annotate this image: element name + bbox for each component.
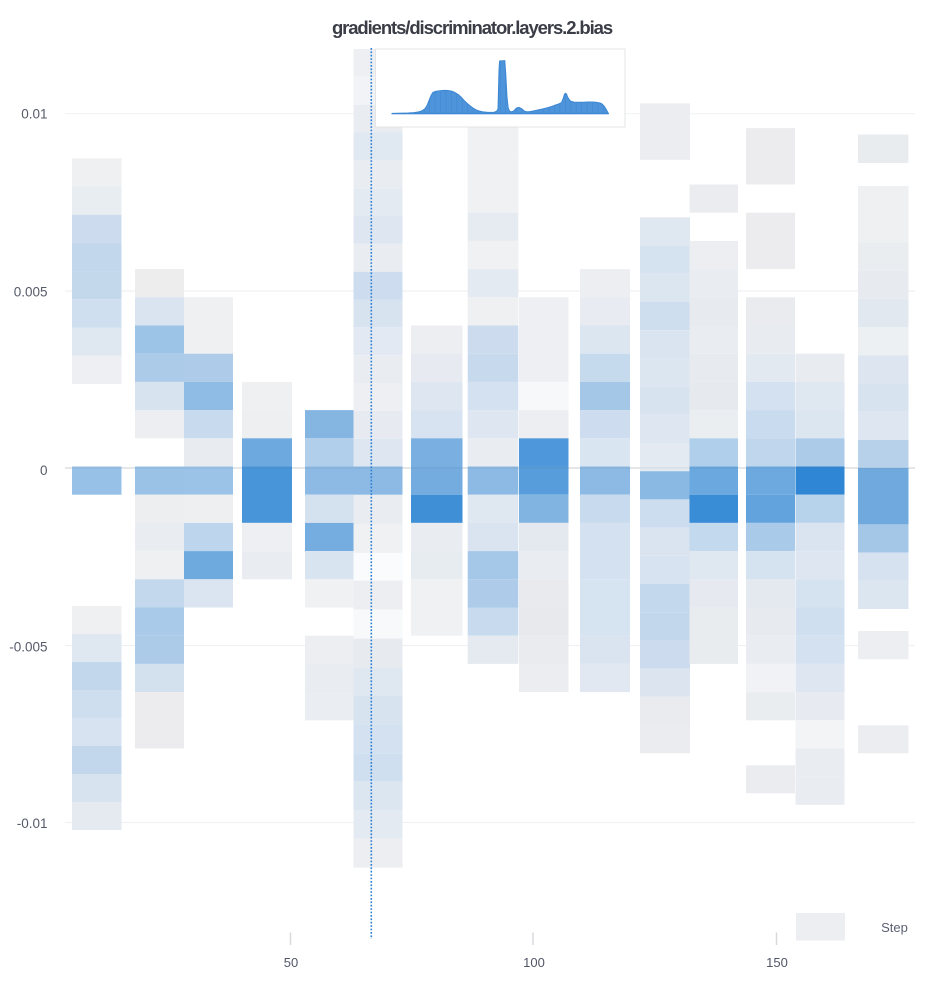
svg-text:-0.01: -0.01 <box>17 816 48 831</box>
svg-text:Step: Step <box>881 920 908 935</box>
svg-text:gradients/discriminator.layers: gradients/discriminator.layers.2.bias <box>332 17 613 38</box>
svg-text:50: 50 <box>284 955 298 970</box>
svg-text:0.01: 0.01 <box>21 107 47 122</box>
svg-text:-0.005: -0.005 <box>9 639 47 654</box>
svg-text:100: 100 <box>523 955 545 970</box>
svg-text:0: 0 <box>40 463 48 478</box>
svg-text:0.005: 0.005 <box>14 284 48 299</box>
svg-text:150: 150 <box>766 955 788 970</box>
